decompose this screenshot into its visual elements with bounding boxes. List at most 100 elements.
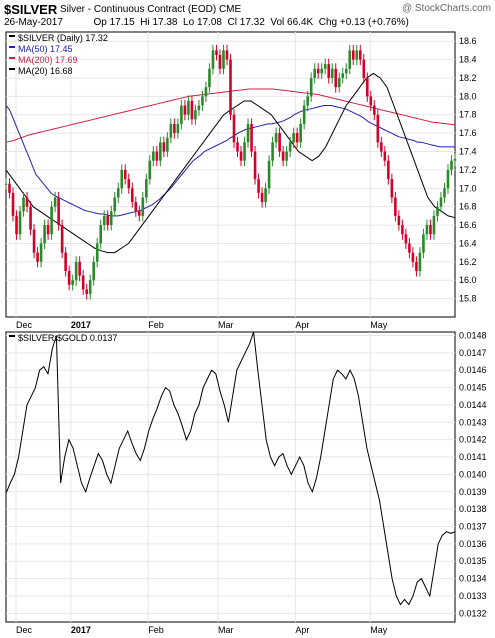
candle-body — [281, 151, 285, 161]
price-panel-ytick-label: 17.0 — [459, 183, 477, 193]
candle-body — [243, 142, 246, 161]
ratio-line — [5, 331, 456, 606]
candle-body — [302, 105, 306, 124]
candle-body — [358, 50, 362, 60]
candle-body — [246, 123, 250, 143]
ratio-panel-ytick-label: 0.0133 — [459, 591, 487, 601]
candle-body — [443, 188, 446, 198]
candle-body — [418, 252, 422, 272]
candle-body — [267, 160, 271, 189]
price-panel-xtick-label: Mar — [218, 320, 234, 330]
price-panel-ytick-label: 17.2 — [459, 165, 477, 175]
legend-swatch — [9, 35, 15, 37]
ratio-panel-ytick-label: 0.0138 — [459, 504, 487, 514]
ratio-panel-ytick-label: 0.0145 — [459, 383, 487, 393]
candle-body — [134, 202, 138, 212]
price-panel-xtick-label: Feb — [148, 320, 164, 330]
ratio-panel-ytick-label: 0.0144 — [459, 400, 487, 410]
candle-body — [351, 50, 355, 60]
candle-body — [92, 261, 95, 281]
candle-body — [57, 197, 60, 226]
ratio-panel-ytick-label: 0.0143 — [459, 417, 487, 427]
ratio-panel-ytick-label: 0.0146 — [459, 365, 487, 375]
candle-body — [369, 96, 373, 106]
candle-body — [102, 215, 106, 226]
candle-body — [32, 229, 36, 253]
ratio-panel-ytick-label: 0.0132 — [459, 608, 487, 618]
candle-body — [53, 197, 57, 207]
candle-body — [260, 192, 264, 203]
legend-swatch — [9, 68, 15, 70]
candle-body — [64, 252, 67, 272]
candle-body — [380, 142, 383, 152]
brand-label[interactable]: @ StockCharts.com — [401, 3, 491, 14]
candle-body — [8, 183, 11, 193]
price-panel-xtick-label: Dec — [16, 320, 33, 330]
description-text: Silver - Continuous Contract (EOD) — [60, 4, 217, 15]
quote-date: 26-May-2017 — [4, 17, 63, 28]
ratio-panel-ytick-label: 0.0140 — [459, 469, 487, 479]
legend-entry: $SILVER:$GOLD 0.0137 — [18, 333, 117, 343]
candle-body — [180, 105, 183, 124]
candle-body — [366, 77, 369, 97]
candle-body — [85, 289, 88, 295]
candle-body — [95, 243, 99, 262]
candle-body — [162, 142, 166, 152]
candle-body — [397, 215, 401, 226]
candle-body — [323, 64, 327, 69]
price-panel-ytick-label: 18.2 — [459, 73, 477, 83]
candle-body — [43, 225, 46, 244]
price-panel-ytick-label: 16.2 — [459, 257, 477, 267]
candle-body — [429, 225, 432, 235]
legend-entry: MA(20) 16.68 — [18, 66, 73, 76]
candle-body — [208, 68, 211, 88]
candle-body — [313, 68, 316, 78]
candle-body — [344, 68, 348, 74]
candle-body — [187, 100, 190, 115]
candle-body — [36, 252, 39, 262]
legend-swatch — [9, 335, 15, 337]
ratio-panel-ytick-label: 0.0136 — [459, 539, 487, 549]
candle-body — [387, 160, 390, 180]
cl-value: 17.32 — [239, 17, 265, 28]
candle-body — [408, 243, 411, 253]
candle-body — [250, 123, 253, 152]
ratio-panel-ytick-label: 0.0147 — [459, 348, 487, 358]
lo-value: 17.08 — [196, 17, 222, 28]
price-panel-ytick-label: 17.6 — [459, 128, 477, 138]
candle-body — [81, 275, 85, 290]
candle-body — [46, 225, 50, 235]
ma50-line — [5, 105, 455, 217]
legend-swatch — [9, 57, 15, 59]
candle-body — [285, 151, 288, 161]
price-panel-ytick-label: 16.8 — [459, 202, 477, 212]
candle-body — [204, 87, 208, 97]
candle-body — [173, 123, 176, 134]
candle-body — [309, 77, 313, 97]
candle-body — [4, 183, 8, 185]
candle-body — [264, 188, 267, 203]
candle-body — [29, 206, 32, 230]
price-panel-ytick-label: 17.4 — [459, 147, 477, 157]
legend-entry: MA(50) 17.45 — [18, 44, 73, 54]
candle-body — [225, 50, 229, 60]
candle-body — [316, 68, 320, 74]
ratio-panel-xtick-label: Dec — [16, 625, 33, 635]
cl-label: Cl — [227, 17, 237, 28]
candle-body — [362, 59, 366, 78]
price-panel-xtick-label: May — [370, 320, 388, 330]
ratio-panel-ytick-label: 0.0137 — [459, 521, 487, 531]
chg-label: Chg — [318, 17, 338, 28]
candle-body — [394, 197, 397, 216]
candle-body — [306, 96, 309, 106]
ratio-panel-xtick-label: Feb — [148, 625, 164, 635]
legend-entry: $SILVER (Daily) 17.32 — [18, 33, 108, 43]
ratio-panel-ytick-label: 0.0134 — [459, 574, 487, 584]
op-label: Op — [93, 17, 107, 28]
candle-body — [99, 225, 103, 244]
ratio-panel-xtick-label: Apr — [295, 625, 309, 635]
candle-body — [123, 169, 127, 180]
ratio-panel-xtick-label: May — [370, 625, 388, 635]
candle-body — [341, 73, 345, 78]
